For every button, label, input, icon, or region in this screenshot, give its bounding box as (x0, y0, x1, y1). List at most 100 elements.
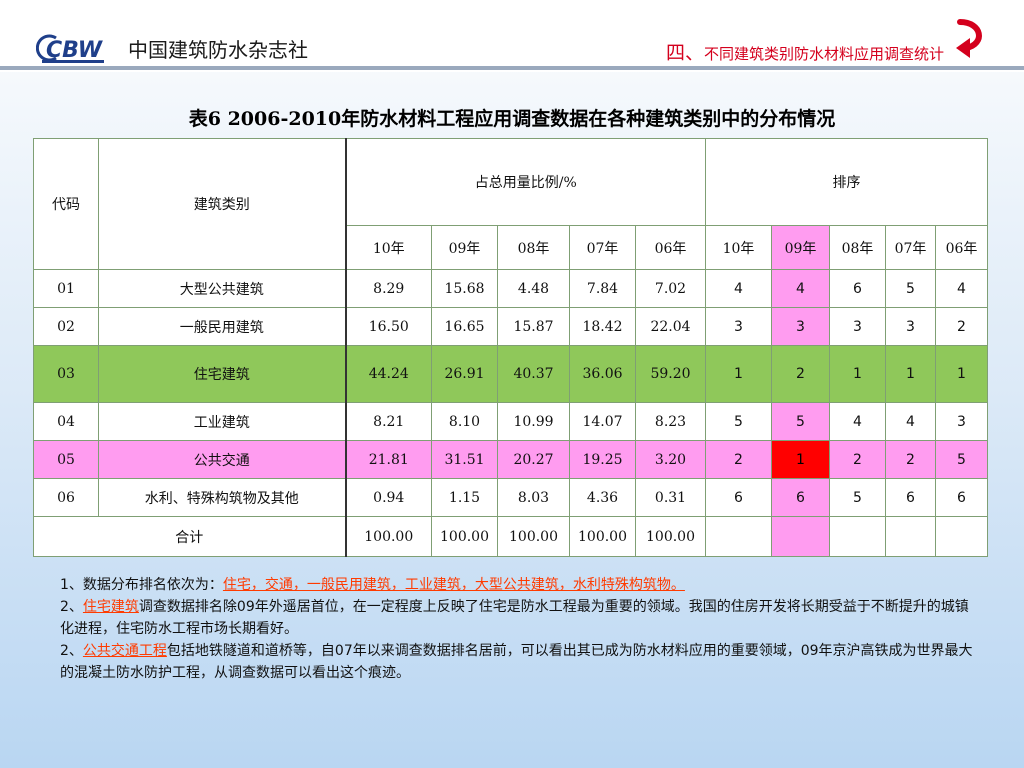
ratio-cell: 1.15 (431, 478, 498, 517)
total-cell: 100.00 (635, 516, 706, 557)
rank-cell: 6 (829, 269, 886, 308)
total-row: 合计 100.00 100.00 100.00 100.00 100.00 (33, 516, 988, 557)
total-cell: 100.00 (431, 516, 498, 557)
distribution-table: 代码 建筑类别 占总用量比例/% 排序 10年 09年 08年 07年 06年 … (33, 138, 988, 557)
ratio-cell: 7.02 (635, 269, 706, 308)
header-code: 代码 (33, 138, 99, 270)
header-rank-year: 09年 (771, 225, 830, 270)
empty-cell (771, 516, 830, 557)
table-row: 03 住宅建筑 44.24 26.91 40.37 36.06 59.20 1 … (33, 345, 988, 403)
total-cell: 100.00 (497, 516, 570, 557)
ratio-cell: 8.29 (344, 269, 432, 308)
ratio-cell: 44.24 (344, 345, 432, 403)
ratio-cell: 0.31 (635, 478, 706, 517)
rank-cell: 2 (935, 307, 988, 346)
rank-cell: 4 (829, 402, 886, 441)
rank-cell: 6 (885, 478, 936, 517)
ratio-cell: 59.20 (635, 345, 706, 403)
ratio-cell: 36.06 (569, 345, 636, 403)
rank-cell: 6 (935, 478, 988, 517)
header-ratio-year: 06年 (635, 225, 706, 270)
ratio-cell: 7.84 (569, 269, 636, 308)
ratio-cell: 8.23 (635, 402, 706, 441)
rank-cell: 5 (829, 478, 886, 517)
note-3-text: 包括地铁隧道和道桥等，自07年以来调查数据排名居前，可以看出其已成为防水材料应用… (60, 643, 973, 681)
ratio-cell: 14.07 (569, 402, 636, 441)
ratio-cell: 8.10 (431, 402, 498, 441)
ratio-cell: 21.81 (344, 440, 432, 479)
rank-cell: 2 (829, 440, 886, 479)
ratio-cell: 4.36 (569, 478, 636, 517)
rank-cell: 3 (935, 402, 988, 441)
note-1-link[interactable]: 住宅，交通，一般民用建筑，工业建筑，大型公共建筑，水利特殊构筑物。 (222, 577, 685, 593)
rank-cell: 5 (771, 402, 830, 441)
row-name: 工业建筑 (98, 402, 346, 441)
ratio-cell: 15.68 (431, 269, 498, 308)
note-2: 2、住宅建筑调查数据排名除09年外遥居首位，在一定程度上反映了住宅是防水工程最为… (60, 596, 980, 640)
rank-cell: 1 (829, 345, 886, 403)
rank-cell: 3 (885, 307, 936, 346)
logo: CBW 中国建筑防水杂志社 (36, 32, 308, 64)
ratio-cell: 4.48 (497, 269, 570, 308)
header-rank-year: 06年 (935, 225, 988, 270)
ratio-cell: 26.91 (431, 345, 498, 403)
row-code: 06 (33, 478, 99, 517)
note-3-link[interactable]: 公共交通工程 (82, 643, 167, 659)
table-row: 05 公共交通 21.81 31.51 20.27 19.25 3.20 2 1… (33, 440, 988, 479)
rank-cell: 4 (885, 402, 936, 441)
row-code: 02 (33, 307, 99, 346)
table-row: 02 一般民用建筑 16.50 16.65 15.87 18.42 22.04 … (33, 307, 988, 346)
section-title-text: 不同建筑类别防水材料应用调查统计 (703, 45, 944, 63)
rank-cell: 1 (935, 345, 988, 403)
table-row: 06 水利、特殊构筑物及其他 0.94 1.15 8.03 4.36 0.31 … (33, 478, 988, 517)
table-title: 表6 2006-2010年防水材料工程应用调查数据在各种建筑类别中的分布情况 (188, 108, 836, 130)
header-divider (0, 66, 1024, 70)
row-name: 一般民用建筑 (98, 307, 346, 346)
note-2-prefix: 2、 (60, 599, 83, 615)
note-2-link[interactable]: 住宅建筑 (82, 599, 139, 615)
ratio-cell: 40.37 (497, 345, 570, 403)
ratio-cell: 22.04 (635, 307, 706, 346)
total-cell: 100.00 (344, 516, 432, 557)
notes: 1、数据分布排名依次为：住宅，交通，一般民用建筑，工业建筑，大型公共建筑，水利特… (60, 574, 980, 684)
rank-cell: 5 (935, 440, 988, 479)
return-arrow-icon[interactable] (952, 18, 988, 64)
rank-cell: 2 (771, 345, 830, 403)
ratio-cell: 15.87 (497, 307, 570, 346)
ratio-cell: 8.03 (497, 478, 570, 517)
rank-cell: 2 (705, 440, 772, 479)
total-label: 合计 (33, 516, 346, 557)
header-rank-year: 10年 (705, 225, 772, 270)
rank-cell-highlight: 1 (771, 440, 830, 479)
note-2-text: 调查数据排名除09年外遥居首位，在一定程度上反映了住宅是防水工程最为重要的领域。… (60, 599, 969, 637)
total-cell: 100.00 (569, 516, 636, 557)
header-category: 建筑类别 (98, 138, 346, 270)
empty-cell (829, 516, 886, 557)
header-ratio-year: 07年 (569, 225, 636, 270)
ratio-cell: 8.21 (344, 402, 432, 441)
ratio-cell: 20.27 (497, 440, 570, 479)
header-ratio-year: 10年 (344, 225, 432, 270)
empty-cell (705, 516, 772, 557)
ratio-cell: 3.20 (635, 440, 706, 479)
cbw-logo-icon: CBW (36, 34, 104, 63)
note-1: 1、数据分布排名依次为：住宅，交通，一般民用建筑，工业建筑，大型公共建筑，水利特… (60, 574, 980, 596)
header-rank-group: 排序 (705, 138, 988, 226)
row-code: 03 (33, 345, 99, 403)
row-code: 04 (33, 402, 99, 441)
rank-cell: 3 (829, 307, 886, 346)
table-row: 01 大型公共建筑 8.29 15.68 4.48 7.84 7.02 4 4 … (33, 269, 988, 308)
header-ratio-year: 08年 (497, 225, 570, 270)
note-1-prefix: 1、数据分布排名依次为： (60, 577, 223, 593)
ratio-cell: 0.94 (344, 478, 432, 517)
row-name: 住宅建筑 (98, 345, 346, 403)
ratio-cell: 16.65 (431, 307, 498, 346)
row-code: 01 (33, 269, 99, 308)
note-3-prefix: 2、 (60, 643, 83, 659)
ratio-cell: 18.42 (569, 307, 636, 346)
note-3: 2、公共交通工程包括地铁隧道和道桥等，自07年以来调查数据排名居前，可以看出其已… (60, 640, 980, 684)
org-name: 中国建筑防水杂志社 (128, 37, 308, 62)
rank-cell: 4 (935, 269, 988, 308)
rank-cell: 4 (705, 269, 772, 308)
header-ratio-group: 占总用量比例/% (344, 138, 706, 226)
